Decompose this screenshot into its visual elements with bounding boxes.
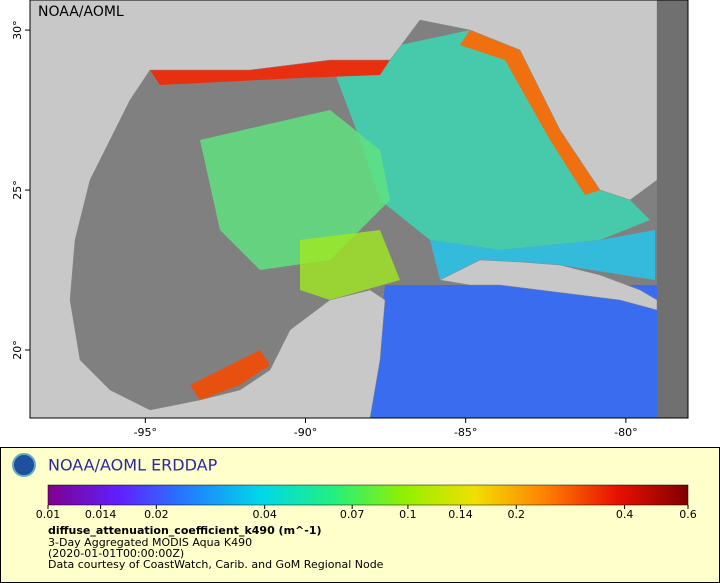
legend-panel (0, 447, 720, 583)
x-tick-label: -95° (134, 426, 157, 439)
colorbar-tick-label: 0.07 (340, 508, 365, 521)
colorbar (47, 484, 689, 506)
land (29, 0, 658, 419)
colorbar-tick-label: 0.014 (85, 508, 117, 521)
caribbean-data (370, 285, 657, 418)
colorbar-tick-label: 0.14 (448, 508, 473, 521)
campeche-data (300, 230, 400, 300)
y-tick-label: 30° (11, 20, 24, 39)
colorbar-tick-label: 0.4 (616, 508, 634, 521)
watermark: NOAA/AOML (38, 4, 124, 20)
east-gulf-data (330, 30, 650, 250)
legend-title: NOAA/AOML ERDDAP (48, 456, 218, 475)
north-coast-data (150, 55, 390, 85)
logo (12, 453, 36, 477)
colorbar-tick-label: 0.02 (144, 508, 169, 521)
straits-data (430, 230, 655, 280)
map-frame (29, 0, 689, 419)
info-line: Data courtesy of CoastWatch, Carib. and … (48, 558, 384, 571)
y-tick-label: 25° (11, 180, 24, 200)
florida-coast-data (460, 30, 600, 195)
y-tick-label: 20° (11, 340, 24, 360)
colorbar-tick-label: 0.2 (508, 508, 526, 521)
info-line: (2020-01-01T00:00:00Z) (48, 547, 184, 560)
x-tick-label: -90° (294, 426, 317, 439)
colorbar-tick-label: 0.01 (36, 508, 61, 521)
colorbar-tick-label: 0.04 (252, 508, 277, 521)
south-coast-data (190, 350, 270, 400)
colorbar-tick-label: 0.1 (399, 508, 417, 521)
colorbar-tick-label: 0.6 (679, 508, 697, 521)
central-gulf-data (200, 110, 390, 270)
variable-name: diffuse_attenuation_coefficient_k490 (m^… (48, 524, 322, 537)
x-tick-label: -85° (454, 426, 477, 439)
no-data-strip (657, 0, 688, 418)
map: NOAA/AOML (29, 0, 689, 419)
x-tick-label: -80° (614, 426, 637, 439)
info-line: 3-Day Aggregated MODIS Aqua K490 (48, 536, 252, 549)
